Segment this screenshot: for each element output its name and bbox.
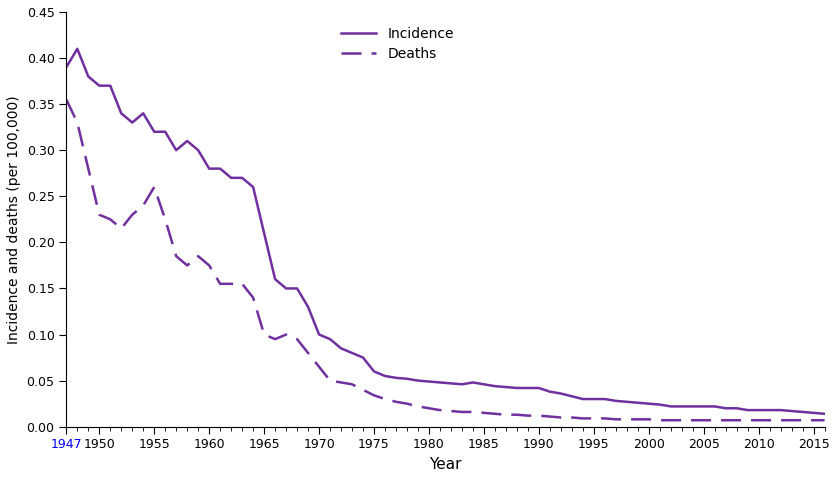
Incidence [490, 383, 500, 389]
Deaths [478, 410, 489, 416]
Incidence [710, 403, 720, 409]
Incidence [61, 64, 71, 70]
Y-axis label: Incidence and deaths (per 100,000): Incidence and deaths (per 100,000) [7, 95, 21, 343]
Incidence [721, 405, 731, 411]
Deaths [292, 336, 303, 342]
Deaths [654, 417, 665, 423]
Incidence [171, 148, 181, 153]
Line: Incidence: Incidence [66, 49, 825, 414]
Deaths [237, 281, 247, 287]
Deaths [820, 417, 830, 423]
X-axis label: Year: Year [429, 457, 462, 472]
Deaths [721, 417, 731, 423]
Incidence [72, 46, 82, 52]
Deaths [61, 97, 71, 103]
Line: Deaths: Deaths [66, 100, 825, 420]
Deaths [160, 217, 170, 222]
Incidence [248, 184, 258, 190]
Deaths [710, 417, 720, 423]
Legend: Incidence, Deaths: Incidence, Deaths [341, 27, 453, 61]
Incidence [303, 304, 313, 310]
Incidence [820, 411, 830, 417]
